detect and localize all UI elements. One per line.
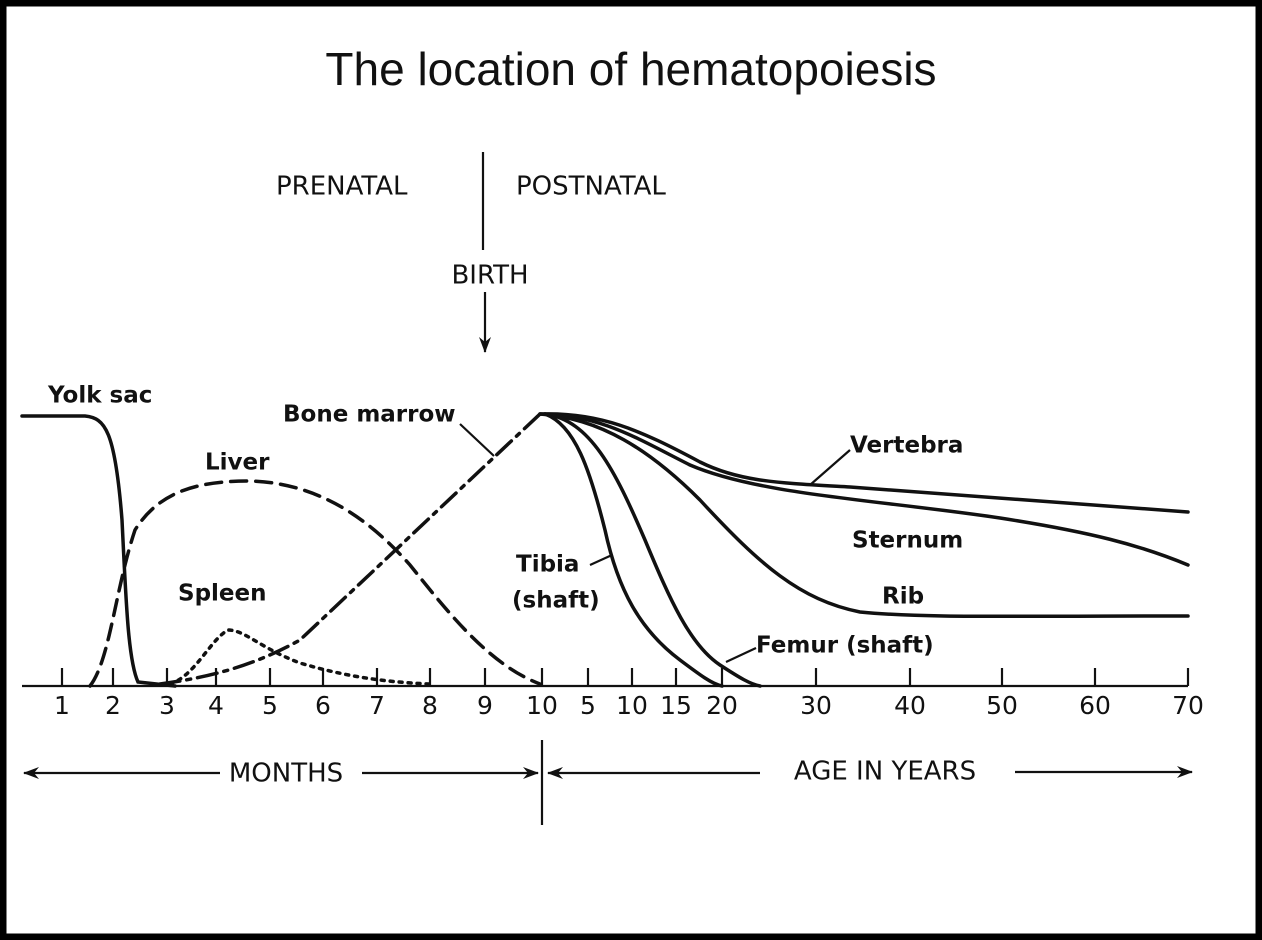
tick-label: 70 (1172, 691, 1204, 720)
tick-label: 15 (660, 691, 692, 720)
sternum-label: Sternum (852, 528, 963, 554)
spleen-curve (168, 628, 432, 686)
tick-label: 4 (208, 691, 224, 720)
bone-marrow-label: Bone marrow (283, 402, 456, 428)
ticks: 1 2 3 4 5 6 7 8 9 10 5 10 15 20 30 40 50 60 70 (54, 668, 1204, 720)
tick-label: 7 (369, 691, 385, 720)
tick-label: 30 (800, 691, 832, 720)
rib-curve (538, 412, 1190, 619)
femur-label: Femur (shaft) (756, 633, 934, 659)
tick-label: 1 (54, 691, 70, 720)
leader (809, 449, 851, 486)
tick-label: 5 (580, 691, 596, 720)
femur-curve (543, 412, 762, 688)
tick-label: 40 (894, 691, 926, 720)
tick-label: 6 (315, 691, 331, 720)
tick-label: 10 (616, 691, 648, 720)
tibia-label: (shaft) (512, 588, 600, 614)
sternum-curve (538, 412, 1190, 567)
spleen-label: Spleen (178, 581, 267, 607)
vertebra-label: Vertebra (850, 433, 963, 459)
leader (589, 553, 613, 567)
yolk-sac-curve (20, 414, 177, 688)
tick-label: 8 (422, 691, 438, 720)
leader (459, 423, 495, 457)
rib-label: Rib (882, 584, 924, 610)
tick-label: 10 (526, 691, 558, 720)
bone-marrow-curve (158, 412, 542, 686)
leader (725, 647, 757, 663)
liver-curve (88, 479, 542, 688)
postnatal: POSTNATAL (516, 172, 666, 202)
liver-label: Liver (205, 450, 270, 476)
months-label: MONTHS (229, 759, 343, 789)
birth: BIRTH (451, 261, 528, 291)
tick-label: 20 (706, 691, 738, 720)
tick-label: 5 (262, 691, 278, 720)
yolk-sac-label: Yolk sac (47, 383, 152, 409)
years-label: AGE IN YEARS (794, 757, 976, 787)
tick-label: 2 (105, 691, 121, 720)
vertebra-curve (538, 412, 1190, 514)
tick-label: 9 (477, 691, 493, 720)
tick-label: 60 (1079, 691, 1111, 720)
tibia-label: Tibia (516, 552, 579, 578)
tibia-curve (543, 412, 724, 688)
prenatal: PRENATAL (276, 172, 408, 202)
title: The location of hematopoiesis (325, 43, 936, 95)
tick-label: 50 (986, 691, 1018, 720)
tick-label: 3 (159, 691, 175, 720)
